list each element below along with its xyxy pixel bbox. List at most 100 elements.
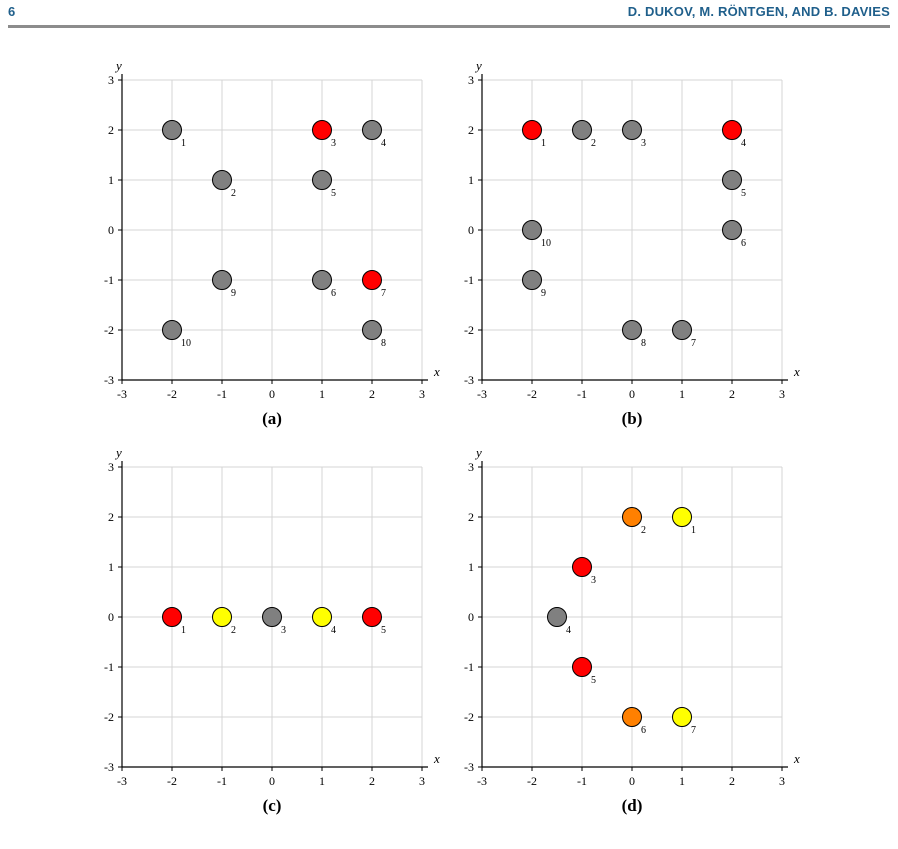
- point-label: 2: [641, 525, 646, 536]
- point-label: 2: [231, 625, 236, 636]
- x-tick-label: -3: [117, 774, 127, 788]
- y-tick-label: 3: [468, 460, 474, 474]
- point-label: 7: [691, 725, 696, 736]
- x-tick-label: -2: [167, 774, 177, 788]
- y-tick-label: 0: [108, 610, 114, 624]
- running-head: D. DUKOV, M. RÖNTGEN, AND B. DAVIES: [627, 4, 890, 19]
- x-tick-label: 1: [319, 774, 325, 788]
- data-point: [572, 657, 592, 677]
- data-point: [672, 320, 692, 340]
- data-point: [312, 170, 332, 190]
- x-tick-label: 3: [419, 774, 425, 788]
- x-axis-label: x: [793, 751, 800, 766]
- x-axis-label: x: [433, 364, 440, 379]
- x-tick-label: 2: [369, 387, 375, 401]
- panel-caption-d: (d): [621, 796, 643, 815]
- y-tick-label: -1: [104, 660, 114, 674]
- data-point: [262, 607, 282, 627]
- data-point: [162, 320, 182, 340]
- y-tick-label: 2: [468, 123, 474, 137]
- y-tick-label: -1: [464, 273, 474, 287]
- point-label: 3: [641, 138, 646, 149]
- point-label: 10: [541, 238, 551, 249]
- y-tick-label: 3: [108, 460, 114, 474]
- point-label: 7: [381, 288, 386, 299]
- point-label: 9: [541, 288, 546, 299]
- panel-caption-c: (c): [262, 796, 282, 815]
- data-point: [722, 120, 742, 140]
- data-point: [622, 320, 642, 340]
- data-point: [572, 557, 592, 577]
- data-point: [362, 120, 382, 140]
- y-tick-label: 0: [468, 223, 474, 237]
- point-label: 1: [541, 138, 546, 149]
- x-tick-label: 1: [679, 387, 685, 401]
- point-label: 5: [331, 188, 336, 199]
- data-point: [522, 220, 542, 240]
- point-label: 9: [231, 288, 236, 299]
- y-axis-label: y: [114, 445, 122, 460]
- y-axis-label: y: [474, 445, 482, 460]
- data-point: [672, 707, 692, 727]
- y-tick-label: 2: [108, 510, 114, 524]
- y-tick-label: -1: [104, 273, 114, 287]
- point-label: 2: [231, 188, 236, 199]
- x-tick-label: 0: [629, 774, 635, 788]
- point-label: 8: [641, 338, 646, 349]
- page-number: 6: [8, 4, 16, 19]
- point-label: 7: [691, 338, 696, 349]
- y-tick-label: 0: [468, 610, 474, 624]
- y-tick-label: -1: [464, 660, 474, 674]
- x-tick-label: -2: [527, 387, 537, 401]
- x-tick-label: -2: [167, 387, 177, 401]
- y-tick-label: 1: [468, 560, 474, 574]
- y-tick-label: 3: [468, 73, 474, 87]
- x-tick-label: 2: [729, 774, 735, 788]
- point-label: 8: [381, 338, 386, 349]
- point-label: 5: [381, 625, 386, 636]
- y-tick-label: -2: [464, 710, 474, 724]
- data-point: [547, 607, 567, 627]
- x-tick-label: 0: [629, 387, 635, 401]
- point-label: 4: [741, 138, 746, 149]
- point-label: 5: [591, 675, 596, 686]
- y-axis-label: y: [114, 58, 122, 73]
- point-label: 4: [381, 138, 386, 149]
- y-tick-label: 0: [108, 223, 114, 237]
- y-tick-label: 3: [108, 73, 114, 87]
- x-tick-label: 3: [779, 774, 785, 788]
- x-tick-label: 2: [729, 387, 735, 401]
- data-point: [722, 220, 742, 240]
- y-tick-label: -3: [464, 373, 474, 387]
- data-point: [312, 607, 332, 627]
- data-point: [622, 707, 642, 727]
- x-tick-label: -1: [217, 774, 227, 788]
- point-label: 10: [181, 338, 191, 349]
- y-tick-label: -2: [104, 710, 114, 724]
- x-tick-label: 1: [679, 774, 685, 788]
- data-point: [212, 607, 232, 627]
- data-point: [622, 120, 642, 140]
- point-label: 1: [181, 625, 186, 636]
- data-point: [162, 607, 182, 627]
- y-tick-label: 1: [108, 173, 114, 187]
- y-tick-label: -3: [464, 760, 474, 774]
- x-tick-label: 3: [419, 387, 425, 401]
- x-tick-label: -1: [577, 774, 587, 788]
- point-label: 2: [591, 138, 596, 149]
- data-point: [212, 170, 232, 190]
- data-point: [672, 507, 692, 527]
- y-tick-label: -2: [464, 323, 474, 337]
- x-tick-label: -3: [477, 387, 487, 401]
- y-tick-label: 1: [108, 560, 114, 574]
- point-label: 4: [566, 625, 571, 636]
- header-rule: [8, 25, 890, 28]
- data-point: [572, 120, 592, 140]
- y-tick-label: -3: [104, 760, 114, 774]
- panel-caption-b: (b): [621, 409, 643, 428]
- x-tick-label: -2: [527, 774, 537, 788]
- x-tick-label: 0: [269, 774, 275, 788]
